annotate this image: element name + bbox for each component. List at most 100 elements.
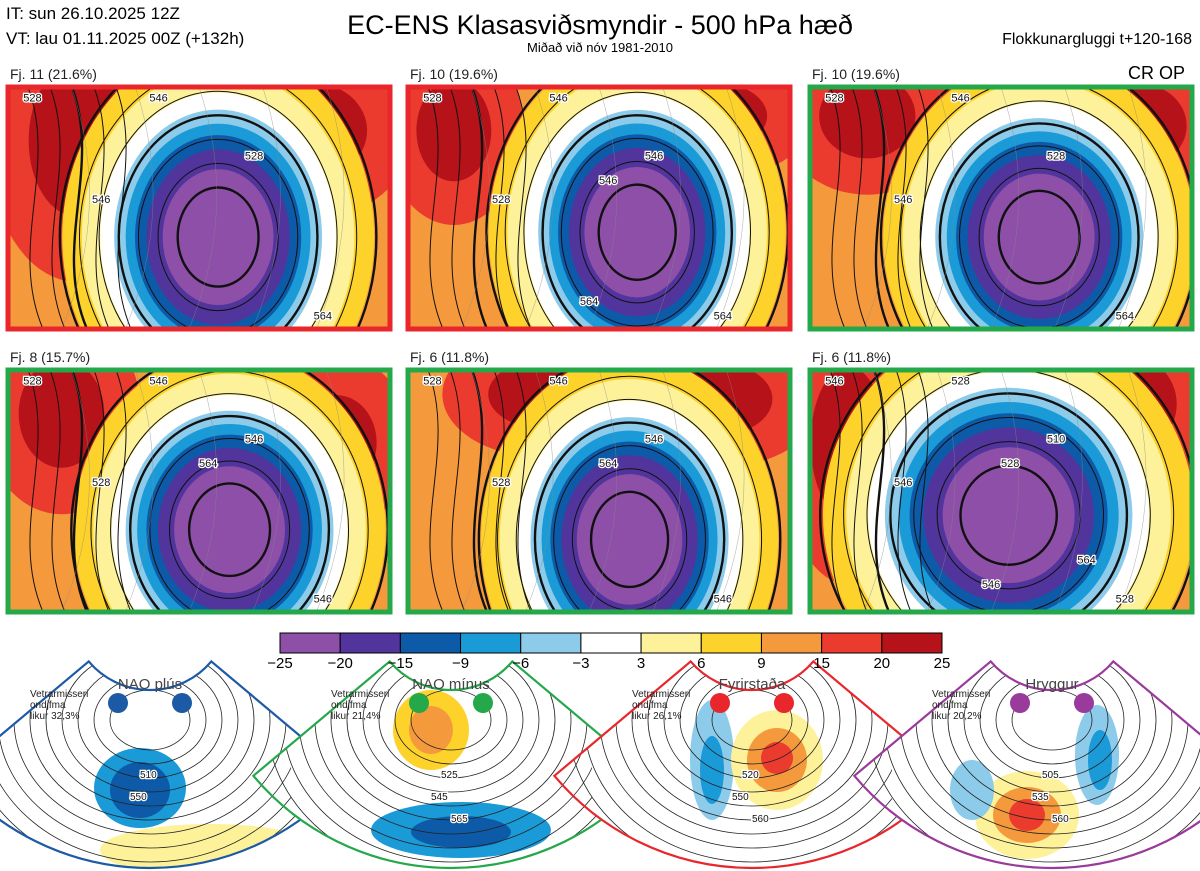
- regime-dot: [1010, 693, 1030, 713]
- colorbar-tick-label: −20: [327, 655, 353, 672]
- regime-dot: [172, 693, 192, 713]
- height-contour: [49, 370, 66, 612]
- height-contour: [449, 370, 466, 612]
- graticule-line: [863, 87, 892, 329]
- graticule-line: [588, 87, 618, 329]
- height-contour: [137, 138, 299, 329]
- height-contour: [115, 370, 132, 612]
- height-contour: [70, 87, 89, 329]
- height-contour: [917, 87, 934, 329]
- valid-time: VT: lau 01.11.2025 00Z (+132h): [6, 29, 245, 48]
- contour-label: 528: [423, 376, 441, 388]
- height-contour: [919, 100, 1159, 329]
- regime-contour: [61, 661, 239, 793]
- cluster-tag: CR OP: [1128, 63, 1186, 83]
- contour-label: 528: [1047, 151, 1065, 163]
- colorbar-bin: [279, 632, 341, 654]
- height-contour: [900, 87, 1179, 329]
- colorbar-tick-label: −15: [387, 655, 414, 672]
- contour-label: 564: [714, 310, 732, 322]
- cluster-label: Fj. 11 (21.6%): [10, 66, 97, 82]
- contour-label: 528: [423, 93, 441, 105]
- graticule-line: [716, 370, 745, 612]
- height-contour: [115, 87, 132, 329]
- anomaly-ridge-core: [819, 87, 916, 159]
- graticule-line: [125, 370, 154, 612]
- graticule-line: [61, 87, 90, 329]
- height-contour: [917, 370, 934, 612]
- contour-label: 546: [599, 175, 617, 187]
- colorbar-tick-label: 6: [697, 655, 706, 672]
- graticule-line: [1054, 87, 1083, 329]
- anomaly-trough-band: [162, 169, 274, 305]
- contour-label: 528: [23, 376, 41, 388]
- regime-contour: [647, 661, 857, 807]
- contour-label: 546: [645, 434, 663, 446]
- cluster-frame-green: [5, 367, 393, 615]
- regime-contour-label: 505: [1042, 770, 1059, 781]
- regime-contour: [631, 661, 873, 821]
- regime-info: Vetrarmisseri ondjfma likur 21,4%: [331, 689, 390, 722]
- height-contour: [493, 87, 510, 329]
- classification-window: Flokkunargluggi t+120-168: [1002, 31, 1192, 48]
- regime-dot: [774, 693, 794, 713]
- graticule-line: [461, 370, 490, 612]
- height-contour: [98, 90, 338, 329]
- contour-label: 528: [951, 376, 969, 388]
- regime-dot: [108, 693, 128, 713]
- contour-label: 546: [245, 434, 263, 446]
- colorbar-bin: [339, 632, 401, 654]
- regime-contour: [45, 661, 255, 807]
- graticule-line: [188, 370, 218, 612]
- page-title: EC-ENS Klasasviðsmyndir - 500 hPa hæð: [347, 10, 853, 40]
- cluster-label: Fj. 6 (11.8%): [812, 349, 892, 365]
- graticule-line: [863, 370, 892, 612]
- cluster-label: Fj. 10 (19.6%): [410, 66, 498, 82]
- height-contour: [851, 87, 868, 329]
- graticule-line: [588, 370, 618, 612]
- colorbar-bin: [460, 632, 522, 654]
- regime-contour-label: 545: [431, 792, 448, 803]
- graticule-line: [1054, 370, 1083, 612]
- height-contour: [959, 464, 1058, 566]
- colorbar-bin: [520, 632, 582, 654]
- height-contour: [523, 91, 751, 329]
- graticule-line: [461, 87, 490, 329]
- anomaly-trough-band: [942, 447, 1075, 584]
- regime-contour: [663, 661, 841, 793]
- cluster-panel-5: 528 546 546 528 546 564: [405, 367, 793, 615]
- contour-label: 528: [1116, 593, 1134, 605]
- height-contour: [470, 87, 489, 329]
- height-contour: [819, 370, 1192, 612]
- graticule-line: [252, 370, 281, 612]
- colorbar-tick-label: −25: [267, 655, 293, 672]
- regime-contour-label: 550: [130, 792, 147, 803]
- regime-title: Hryggur: [1025, 676, 1079, 693]
- graticule-line: [652, 370, 681, 612]
- colorbar-tick-label: −6: [512, 655, 530, 672]
- contour-label: 528: [492, 477, 510, 489]
- regime-anomaly: [761, 742, 793, 774]
- colorbar-tick-label: 9: [757, 655, 766, 672]
- height-contour: [913, 417, 1105, 612]
- contour-label: 528: [825, 93, 843, 105]
- height-contour: [27, 370, 44, 612]
- height-contour: [157, 162, 279, 312]
- graticule-line: [927, 370, 956, 612]
- colorbar-tick-label: 20: [873, 655, 891, 672]
- graticule-line: [652, 87, 681, 329]
- regime-dot: [409, 693, 429, 713]
- regime-anomaly: [110, 762, 170, 818]
- height-contour: [533, 421, 726, 612]
- height-contour: [515, 398, 744, 612]
- height-contour: [168, 460, 291, 599]
- contour-label: 546: [894, 477, 912, 489]
- regime-frame: [852, 659, 1200, 870]
- colorbar: [279, 632, 943, 654]
- colorbar-bin: [760, 632, 823, 654]
- height-contour: [560, 137, 714, 327]
- height-contour: [129, 414, 331, 612]
- height-contour: [895, 370, 912, 612]
